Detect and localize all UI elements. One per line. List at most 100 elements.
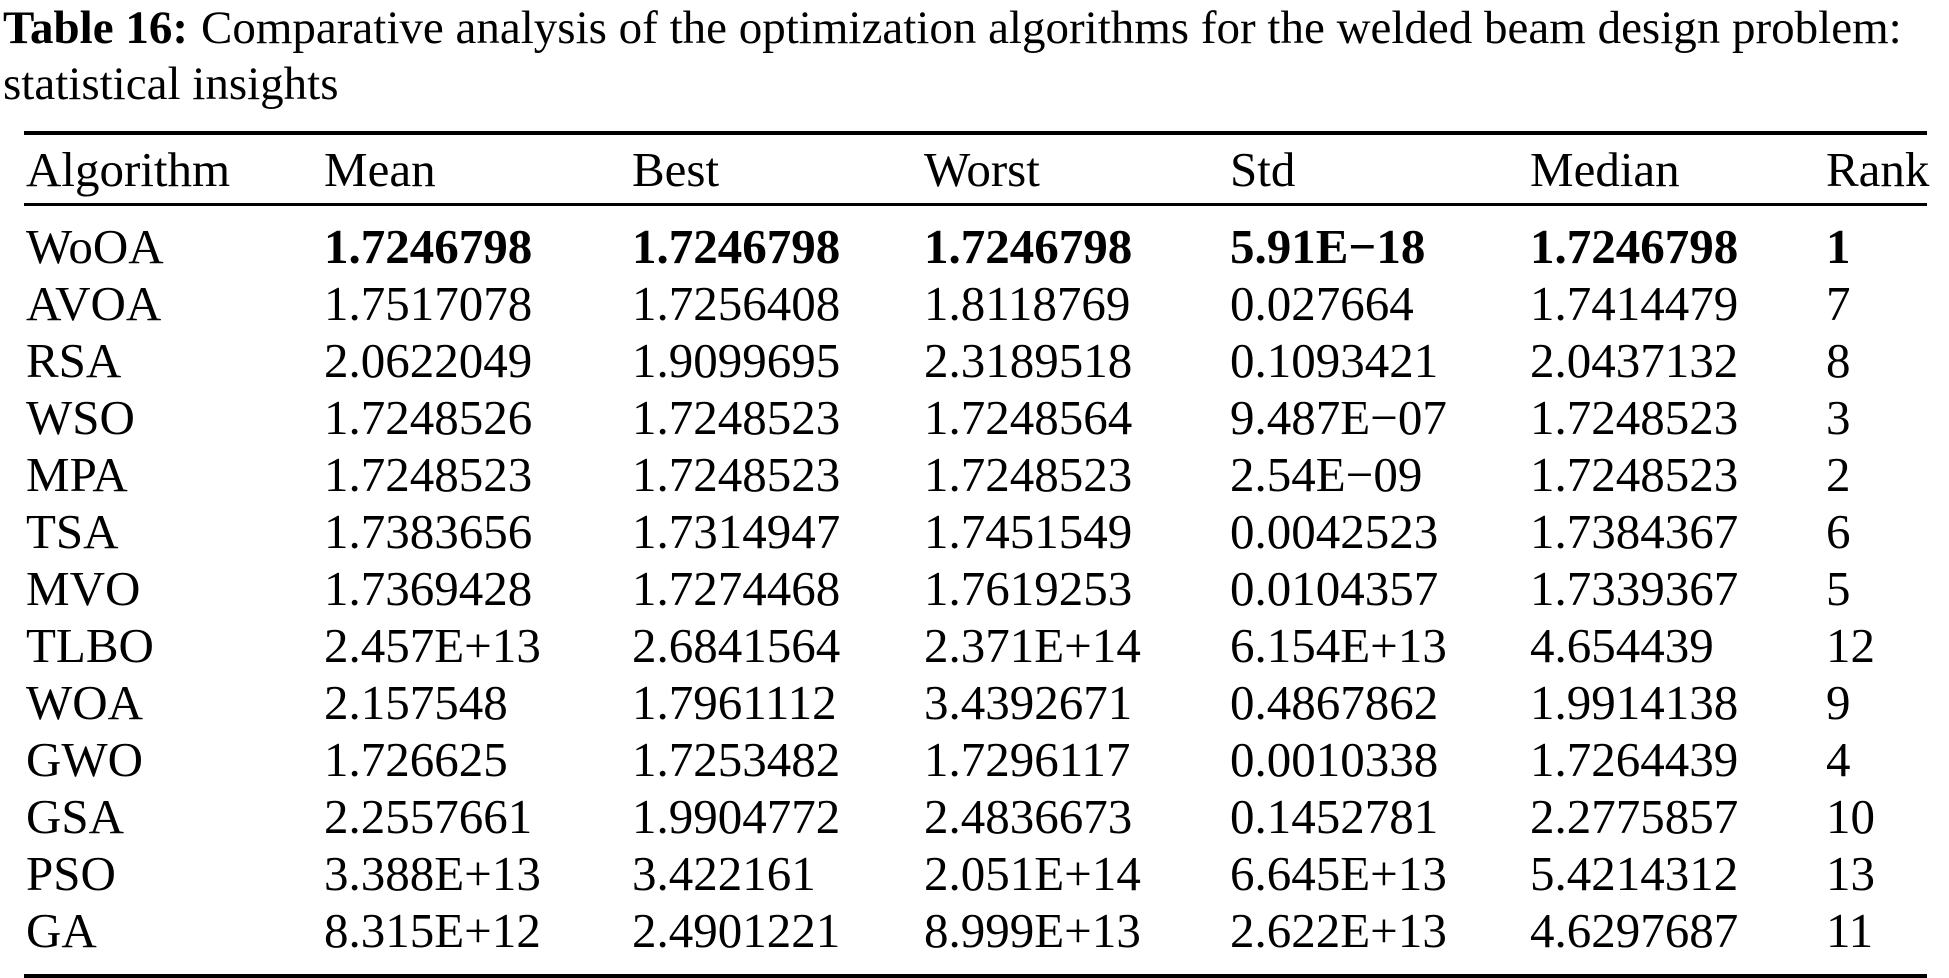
mean-value: 3.388E+13	[324, 846, 541, 901]
best-value: 3.422161	[632, 846, 816, 901]
best-value: 1.7248523	[632, 447, 841, 502]
algorithm-name: MPA	[26, 447, 128, 502]
caption-text-line2: statistical insights	[3, 58, 339, 110]
best-value: 1.7253482	[632, 732, 841, 787]
column-header-rank: Rank	[1824, 133, 1929, 206]
worst-value: 2.371E+14	[924, 618, 1141, 673]
std-value: 9.487E−07	[1230, 390, 1447, 445]
median-value: 1.7248523	[1530, 447, 1739, 502]
worst-value: 1.7296117	[924, 732, 1131, 787]
algorithm-name: WoOA	[26, 219, 164, 274]
column-header-median: Median	[1528, 133, 1824, 206]
mean-value: 1.7248523	[324, 447, 533, 502]
table-row-wooa: WoOA 1.7246798 1.7246798 1.7246798 5.91E…	[24, 205, 1927, 276]
table-caption: Table 16: Comparative analysis of the opt…	[3, 0, 1947, 112]
page: { "page": { "background": "#ffffff", "te…	[3, 0, 1947, 978]
best-value: 1.7314947	[632, 504, 841, 559]
table-body: WoOA 1.7246798 1.7246798 1.7246798 5.91E…	[24, 205, 1927, 977]
worst-value: 8.999E+13	[924, 903, 1141, 958]
table-row-pso: PSO 3.388E+13 3.422161 2.051E+14 6.645E+…	[24, 845, 1927, 902]
column-header-mean: Mean	[322, 133, 630, 206]
algorithm-name: AVOA	[26, 276, 162, 331]
median-value: 5.4214312	[1530, 846, 1739, 901]
median-value: 1.7264439	[1530, 732, 1739, 787]
median-value: 1.7414479	[1530, 276, 1739, 331]
std-value: 0.0104357	[1230, 561, 1439, 616]
std-value: 2.54E−09	[1230, 447, 1423, 502]
rank-value: 2	[1826, 447, 1851, 502]
worst-value: 1.7248523	[924, 447, 1133, 502]
mean-value: 1.7517078	[324, 276, 533, 331]
mean-value: 1.7369428	[324, 561, 533, 616]
table-row-gwo: GWO 1.726625 1.7253482 1.7296117 0.00103…	[24, 731, 1927, 788]
table-row-rsa: RSA 2.0622049 1.9099695 2.3189518 0.1093…	[24, 332, 1927, 389]
std-value: 6.645E+13	[1230, 846, 1447, 901]
worst-value: 2.3189518	[924, 333, 1133, 388]
rank-value: 13	[1826, 846, 1875, 901]
worst-value: 1.7619253	[924, 561, 1133, 616]
best-value: 1.9099695	[632, 333, 841, 388]
best-value: 2.4901221	[632, 903, 841, 958]
header-row: Algorithm Mean Best Worst Std Median Ran…	[24, 133, 1929, 206]
std-value: 2.622E+13	[1230, 903, 1447, 958]
std-value: 0.027664	[1230, 276, 1414, 331]
rank-value: 1	[1826, 219, 1851, 274]
worst-value: 3.4392671	[924, 675, 1133, 730]
best-value: 1.7248523	[632, 390, 841, 445]
mean-value: 2.157548	[324, 675, 508, 730]
table-row-mpa: MPA 1.7248523 1.7248523 1.7248523 2.54E−…	[24, 446, 1927, 503]
algorithm-name: TLBO	[26, 618, 154, 673]
best-value: 1.7256408	[632, 276, 841, 331]
std-value: 0.1093421	[1230, 333, 1439, 388]
caption-text-line1: Comparative analysis of the optimization…	[201, 2, 1902, 54]
std-value: 0.0010338	[1230, 732, 1439, 787]
median-value: 1.7246798	[1530, 219, 1739, 274]
column-header-worst: Worst	[922, 133, 1228, 206]
best-value: 1.7961112	[632, 675, 837, 730]
median-value: 2.0437132	[1530, 333, 1739, 388]
mean-value: 2.2557661	[324, 789, 533, 844]
algorithm-name: MVO	[26, 561, 141, 616]
statistics-table: Algorithm Mean Best Worst Std Median Ran…	[24, 131, 1929, 978]
rank-value: 10	[1826, 789, 1875, 844]
worst-value: 1.7246798	[924, 219, 1133, 274]
rank-value: 3	[1826, 390, 1851, 445]
algorithm-name: GA	[26, 903, 97, 958]
median-value: 1.7248523	[1530, 390, 1739, 445]
mean-value: 8.315E+12	[324, 903, 541, 958]
table-row-tlbo: TLBO 2.457E+13 2.6841564 2.371E+14 6.154…	[24, 617, 1927, 674]
std-value: 6.154E+13	[1230, 618, 1447, 673]
algorithm-name: WOA	[26, 675, 144, 730]
mean-value: 1.7383656	[324, 504, 533, 559]
std-value: 0.0042523	[1230, 504, 1439, 559]
std-value: 0.1452781	[1230, 789, 1439, 844]
worst-value: 2.051E+14	[924, 846, 1141, 901]
algorithm-name: WSO	[26, 390, 135, 445]
table-row-mvo: MVO 1.7369428 1.7274468 1.7619253 0.0104…	[24, 560, 1927, 617]
best-value: 1.9904772	[632, 789, 841, 844]
best-value: 1.7274468	[632, 561, 841, 616]
rank-value: 11	[1826, 903, 1874, 958]
median-value: 4.6297687	[1530, 903, 1739, 958]
table-row-gsa: GSA 2.2557661 1.9904772 2.4836673 0.1452…	[24, 788, 1927, 845]
std-value: 0.4867862	[1230, 675, 1439, 730]
column-header-best: Best	[630, 133, 922, 206]
rank-value: 8	[1826, 333, 1851, 388]
median-value: 1.7339367	[1530, 561, 1739, 616]
rank-value: 7	[1826, 276, 1851, 331]
rank-value: 6	[1826, 504, 1851, 559]
caption-number: Table 16:	[3, 2, 188, 54]
rank-value: 4	[1826, 732, 1851, 787]
mean-value: 2.457E+13	[324, 618, 541, 673]
rank-value: 9	[1826, 675, 1851, 730]
mean-value: 1.7248526	[324, 390, 533, 445]
algorithm-name: GSA	[26, 789, 125, 844]
table-row-avoa: AVOA 1.7517078 1.7256408 1.8118769 0.027…	[24, 275, 1927, 332]
table-row-wso: WSO 1.7248526 1.7248523 1.7248564 9.487E…	[24, 389, 1927, 446]
algorithm-name: PSO	[26, 846, 116, 901]
worst-value: 2.4836673	[924, 789, 1133, 844]
worst-value: 1.7248564	[924, 390, 1133, 445]
rank-value: 5	[1826, 561, 1851, 616]
table-row-ga: GA 8.315E+12 2.4901221 8.999E+13 2.622E+…	[24, 902, 1927, 976]
std-value: 5.91E−18	[1230, 219, 1426, 274]
